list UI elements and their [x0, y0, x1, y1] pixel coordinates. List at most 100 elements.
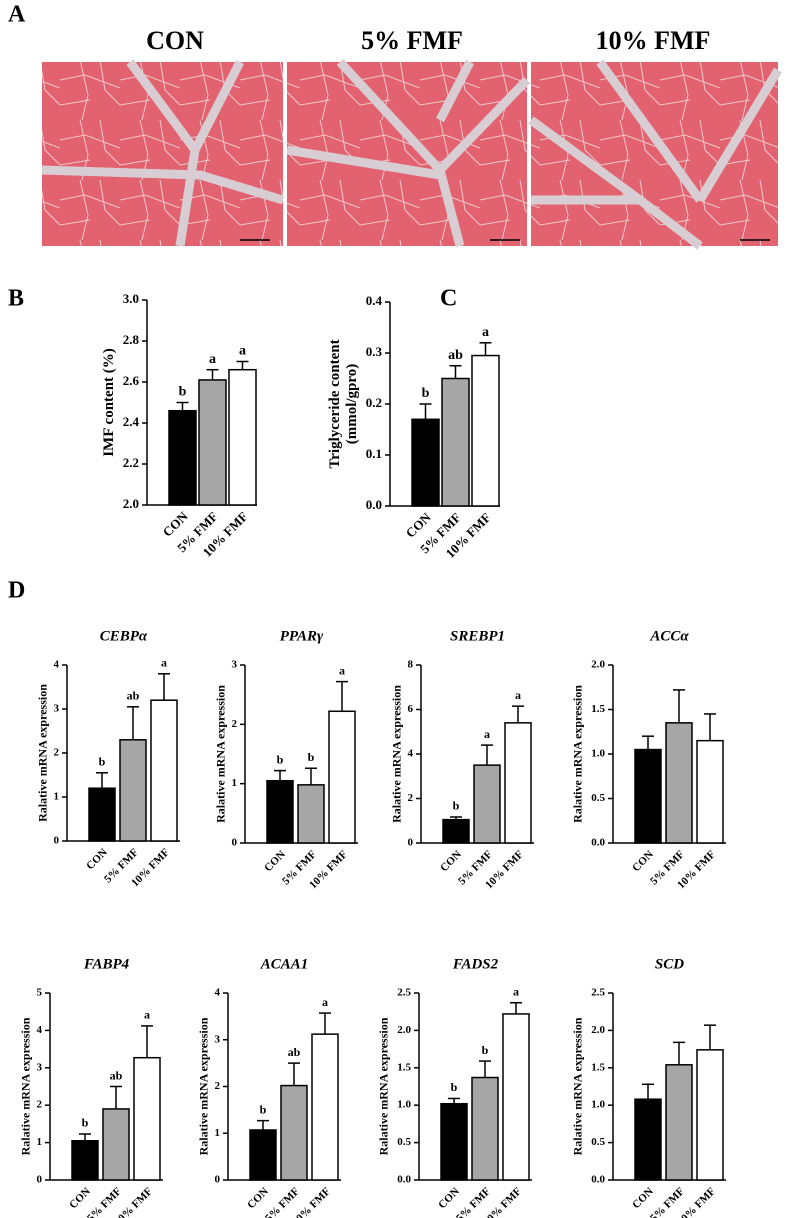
y-tick-label: 6 — [408, 703, 414, 715]
bar — [696, 739, 724, 844]
significance-letter: b — [422, 386, 430, 401]
y-axis-label: (mmol/gpro) — [344, 364, 360, 445]
bar — [328, 710, 356, 844]
significance-letter: ab — [110, 1068, 123, 1082]
bar — [249, 1129, 277, 1181]
y-tick-label: 0.0 — [591, 1174, 605, 1186]
y-tick-label: 4 — [37, 1024, 43, 1036]
y-tick-label: 0 — [232, 837, 238, 849]
y-tick-label: 1.5 — [397, 1061, 411, 1073]
significance-letter: ab — [288, 1045, 301, 1059]
panel-label: D — [8, 578, 25, 604]
y-axis-label: Ralative mRNA expression — [18, 1017, 32, 1155]
y-tick-label: 2.8 — [123, 332, 140, 347]
significance-letter: ab — [127, 689, 140, 703]
y-tick-label: 0.2 — [366, 395, 382, 410]
bar — [71, 1139, 99, 1181]
bar — [102, 1108, 130, 1181]
significance-letter: a — [484, 727, 490, 741]
panel-label: C — [440, 286, 457, 312]
y-tick-label: 2.4 — [123, 414, 140, 429]
significance-letter: b — [453, 799, 460, 813]
chart-title: ACCα — [649, 628, 689, 644]
y-tick-label: 1.0 — [591, 1099, 605, 1111]
y-axis-label: Ralative mRNA expression — [389, 685, 403, 823]
y-tick-label: 0.3 — [366, 344, 383, 359]
y-tick-label: 0.5 — [591, 792, 605, 804]
bar — [502, 1013, 530, 1181]
y-axis-label: Ralative mRNA expression — [196, 1017, 210, 1155]
y-tick-label: 2.2 — [123, 455, 139, 470]
bar — [440, 1102, 468, 1181]
y-tick-label: 4 — [54, 659, 60, 671]
image-title: 10% FMF — [596, 26, 711, 55]
bar — [280, 1084, 308, 1181]
bar — [266, 779, 294, 844]
y-tick-label: 0 — [37, 1174, 43, 1186]
y-tick-label: 0.1 — [366, 446, 382, 461]
y-tick-label: 2 — [54, 747, 60, 759]
y-tick-label: 4 — [408, 748, 414, 760]
bar — [634, 1098, 662, 1181]
y-tick-label: 1.0 — [397, 1099, 411, 1111]
bar — [88, 787, 116, 842]
bar — [471, 354, 500, 507]
y-tick-label: 2.0 — [123, 496, 139, 511]
y-tick-label: 0.5 — [397, 1136, 411, 1148]
bar — [311, 1033, 339, 1181]
y-tick-label: 0.0 — [397, 1174, 411, 1186]
y-tick-label: 1 — [37, 1136, 43, 1148]
y-axis-label: Ralative mRNA expression — [570, 1017, 584, 1155]
y-axis-label: Ralative mRNA expression — [35, 684, 49, 822]
y-tick-label: 2.5 — [397, 987, 411, 999]
y-tick-label: 2.5 — [591, 987, 605, 999]
x-tick-label: CON — [436, 1185, 462, 1211]
significance-letter: a — [513, 984, 519, 998]
y-tick-label: 2.0 — [397, 1024, 411, 1036]
bar — [411, 418, 440, 507]
image-title: 5% FMF — [361, 26, 463, 55]
x-tick-label: CON — [67, 1185, 93, 1211]
bar — [441, 377, 470, 507]
bar — [228, 368, 257, 506]
significance-letter: a — [339, 663, 345, 677]
y-tick-label: 4 — [215, 987, 221, 999]
bar — [473, 764, 501, 844]
y-tick-label: 3 — [54, 703, 60, 715]
y-tick-label: 5 — [37, 987, 43, 999]
x-tick-label: CON — [630, 848, 656, 874]
significance-letter: b — [277, 752, 284, 766]
y-tick-label: 1.5 — [591, 1061, 605, 1073]
bar — [133, 1056, 161, 1181]
chart-title: PPARγ — [280, 628, 324, 644]
bar — [119, 739, 147, 842]
x-tick-label: CON — [262, 848, 288, 874]
y-tick-label: 1 — [232, 777, 238, 789]
bar — [442, 818, 470, 844]
bar — [504, 722, 532, 844]
significance-letter: b — [82, 1116, 89, 1130]
y-tick-label: 8 — [408, 659, 414, 671]
bar — [168, 409, 197, 506]
y-tick-label: 1 — [54, 791, 60, 803]
y-tick-label: 0 — [215, 1174, 221, 1186]
y-tick-label: 0.4 — [366, 293, 383, 308]
histology-image — [286, 58, 531, 248]
y-tick-label: 3 — [215, 1033, 221, 1045]
bar — [198, 379, 227, 506]
y-tick-label: 2 — [232, 718, 238, 730]
y-tick-label: 2.6 — [123, 373, 140, 388]
y-tick-label: 2 — [37, 1099, 43, 1111]
significance-letter: ab — [448, 348, 463, 363]
image-title: CON — [146, 26, 204, 55]
y-axis-label: Ralative mRNA expression — [570, 685, 584, 823]
y-tick-label: 1.5 — [591, 703, 605, 715]
y-tick-label: 1 — [215, 1127, 221, 1139]
significance-letter: a — [482, 325, 489, 340]
bar — [696, 1049, 724, 1181]
chart-title: SREBP1 — [450, 628, 505, 644]
y-tick-label: 2.0 — [591, 659, 605, 671]
x-tick-label: CON — [438, 848, 464, 874]
significance-letter: b — [308, 750, 315, 764]
